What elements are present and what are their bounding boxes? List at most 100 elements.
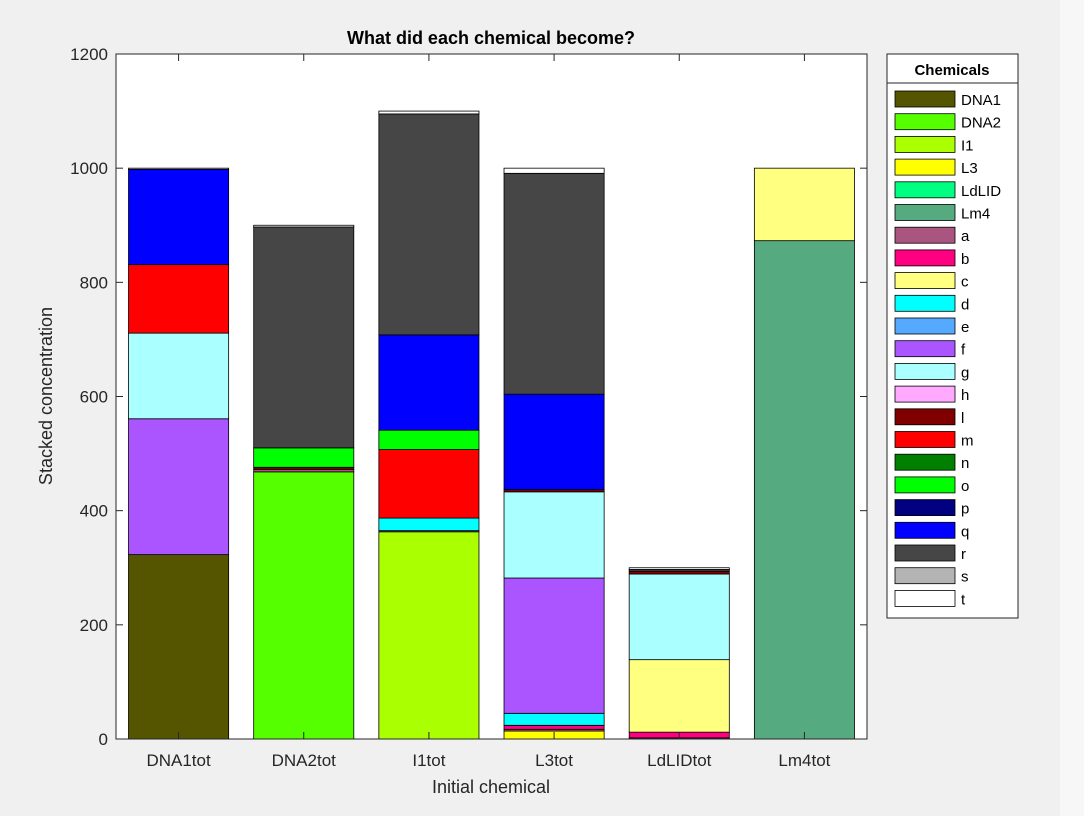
legend-swatch-dna2 [894, 113, 956, 131]
legend-label-e: e [961, 319, 969, 336]
legend-label-dna1: DNA1 [961, 92, 1001, 109]
bar-dna2tot-o [253, 447, 355, 468]
y-tick-label: 800 [80, 273, 108, 292]
legend-label-g: g [961, 364, 969, 381]
bar-dna1tot-t [128, 167, 230, 170]
legend-swatch-e [894, 317, 956, 335]
bar-l3tot-r [503, 172, 605, 395]
x-tick-label-l3tot: L3tot [535, 751, 573, 770]
bar-i1tot-d [378, 517, 480, 532]
legend-swatch-a [894, 226, 956, 244]
plot-area [116, 54, 867, 739]
legend-label-o: o [961, 478, 969, 495]
legend-label-r: r [961, 546, 966, 563]
legend-swatch-m [894, 431, 956, 448]
legend-label-b: b [961, 251, 969, 268]
legend-swatch-r [894, 544, 956, 562]
bar-i1tot-r [378, 113, 480, 336]
legend-label-l3: L3 [961, 160, 978, 177]
window-edge [1060, 0, 1084, 816]
legend-label-n: n [961, 455, 969, 472]
bar-dna2tot-t [253, 224, 355, 228]
legend-swatch-dna1 [894, 90, 956, 108]
x-tick-label-i1tot: I1tot [412, 751, 445, 770]
y-tick-label: 1200 [70, 45, 108, 64]
legend-swatch-s [894, 567, 956, 585]
legend-swatch-d [894, 294, 956, 312]
bar-lm4tot-lm4 [753, 240, 855, 740]
bar-i1tot-i1 [378, 531, 480, 740]
x-tick-label-ldlidtot: LdLIDtot [647, 751, 712, 770]
legend-swatch-t [894, 590, 956, 607]
x-axis: DNA1tot DNA2tot I1tot L3tot LdLIDtot Lm4tot [146, 54, 831, 770]
legend-label-a: a [961, 228, 970, 245]
bar-ldlidtot-c [628, 659, 730, 733]
legend-swatch-l [894, 408, 956, 426]
bar-dna2tot-r [253, 226, 355, 449]
legend-swatch-ldlid [894, 181, 956, 199]
bar-i1tot-q [378, 334, 480, 431]
legend-swatch-f [894, 340, 956, 358]
x-tick-label-dna2tot: DNA2tot [272, 751, 337, 770]
bar-ldlidtot-t [628, 567, 730, 570]
bar-dna1tot-g [128, 332, 230, 420]
bar-dna1tot-q [128, 168, 230, 266]
legend-title: Chemicals [914, 62, 989, 79]
legend-label-p: p [961, 501, 969, 518]
legend-label-lm4: Lm4 [961, 206, 990, 223]
x-tick-label-lm4tot: Lm4tot [778, 751, 830, 770]
y-tick-label: 600 [80, 388, 108, 407]
bar-dna1tot-f [128, 418, 230, 556]
bar-l3tot-f [503, 577, 605, 714]
legend-label-c: c [961, 274, 969, 291]
bar-l3tot-b [503, 724, 605, 730]
bar-i1tot-m [378, 449, 480, 519]
legend-swatch-n [894, 453, 956, 471]
legend-label-l: l [961, 410, 964, 427]
bar-l3tot-g [503, 491, 605, 579]
legend-label-dna2: DNA2 [961, 115, 1001, 132]
legend-label-s: s [961, 569, 969, 586]
bars-group [128, 110, 855, 740]
legend-swatch-l3 [894, 158, 956, 176]
legend-label-m: m [961, 433, 974, 450]
y-axis: 0 200 400 600 800 1000 1200 [70, 45, 867, 749]
bar-l3tot-d [503, 712, 605, 726]
bar-l3tot-q [503, 393, 605, 490]
y-axis-label: Stacked concentration [36, 307, 56, 485]
legend-swatch-c [894, 272, 956, 290]
legend-label-d: d [961, 296, 969, 313]
bar-dna1tot-m [128, 264, 230, 334]
legend-label-q: q [961, 523, 969, 540]
bar-i1tot-o [378, 429, 480, 450]
legend-label-h: h [961, 387, 969, 404]
legend-swatch-lm4 [894, 204, 956, 221]
legend-swatch-h [894, 385, 956, 403]
legend-swatch-p [894, 499, 956, 517]
bar-ldlidtot-l [628, 570, 730, 575]
bar-lm4tot-c [753, 167, 855, 242]
bar-i1tot-t [378, 110, 480, 115]
legend-label-f: f [961, 342, 966, 359]
legend-swatch-b [894, 249, 956, 267]
y-tick-label: 1000 [70, 159, 108, 178]
bar-ldlidtot-g [628, 573, 730, 661]
bar-dna2tot-dna2 [253, 471, 355, 740]
legend-swatch-q [894, 521, 956, 539]
bar-l3tot-t [503, 167, 605, 174]
y-tick-label: 400 [80, 502, 108, 521]
bar-dna1tot-dna1 [128, 554, 230, 740]
legend-swatch-i1 [894, 135, 956, 153]
legend-label-t: t [961, 591, 966, 608]
legend-label-ldlid: LdLID [961, 183, 1001, 200]
chart-title: What did each chemical become? [347, 28, 635, 48]
legend-swatch-o [894, 476, 956, 494]
x-tick-label-dna1tot: DNA1tot [146, 751, 211, 770]
legend: Chemicals DNA1 DNA2 I1 L3 LdLID Lm4 abcdefghlm… [886, 53, 1019, 619]
y-tick-label: 0 [99, 730, 108, 749]
legend-swatch-g [894, 362, 956, 380]
x-axis-label: Initial chemical [432, 777, 550, 797]
y-tick-label: 200 [80, 616, 108, 635]
